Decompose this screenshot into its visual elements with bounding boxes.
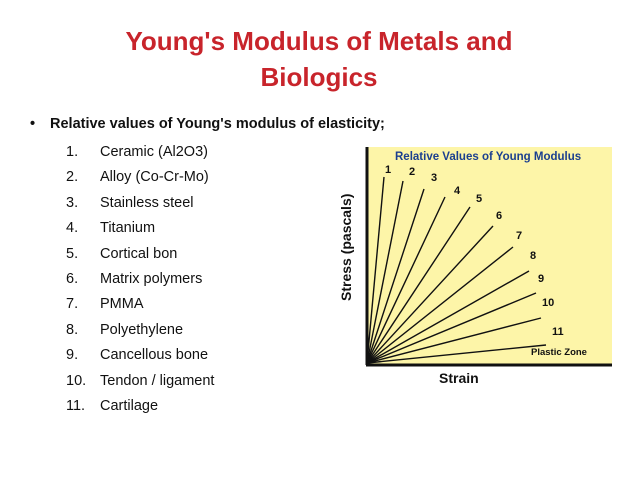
y-axis-label: Stress (pascals) [338,194,354,301]
modulus-line-6 [366,225,494,364]
list-item: 6. Matrix polymers [66,267,214,292]
modulus-line-2 [366,180,404,364]
list-item: 11. Cartilage [66,394,214,419]
list-item: 7. PMMA [66,292,214,317]
bullet-text: Relative values of Young's modulus of el… [50,116,385,132]
item-label: Alloy (Co-Cr-Mo) [100,169,209,186]
list-item: 10. Tendon / ligament [66,369,214,394]
modulus-line-8 [366,270,530,364]
figure-title: Relative Values of Young Modulus [395,151,581,163]
line-label-6: 6 [496,210,502,222]
item-label: Cancellous bone [100,347,209,364]
item-number: 7. [66,296,79,313]
item-label: Cartilage [100,397,159,414]
item-number: 4. [66,220,79,237]
line-label-3: 3 [431,172,437,184]
line-label-7: 7 [516,230,522,242]
list-item: 4. Titanium [66,216,214,241]
material-list: 1. Ceramic (Al2O3) 2. Alloy (Co-Cr-Mo) 3. S… [66,140,214,419]
modulus-line-10 [366,317,542,364]
bullet-dot: • [30,116,36,132]
list-item: 5. Cortical bon [66,242,214,267]
modulus-line-11 [366,344,547,364]
line-label-5: 5 [476,193,482,205]
item-number: 10. [66,372,87,389]
modulus-line-7 [366,246,514,364]
item-label: PMMA [100,296,144,313]
item-label: Ceramic (Al2O3) [100,144,208,160]
item-number: 3. [66,194,79,211]
line-labels: 1 2 3 4 5 6 789 10 11 [385,164,564,338]
line-label-4: 4 [454,185,461,197]
item-number: 6. [66,270,79,287]
modulus-line-5 [366,206,471,364]
list-item: 3. Stainless steel [66,191,214,216]
list-item: 2. Alloy (Co-Cr-Mo) [66,165,214,190]
line-label-11: 11 [552,326,564,338]
modulus-line-9 [366,292,537,364]
item-label: Tendon / ligament [100,372,215,389]
item-number: 2. [66,169,79,186]
item-label: Polyethylene [100,321,184,338]
item-number: 1. [66,144,79,160]
list-item: 1. Ceramic (Al2O3) [66,140,214,165]
item-label: Titanium [100,220,156,237]
modulus-figure: Relative Values of Young Modulus 1 2 3 4 5 6 7… [338,147,612,386]
item-number: 11. [66,397,86,414]
line-label-2: 2 [409,166,415,178]
item-number: 9. [66,347,79,364]
list-item: 9. Cancellous bone [66,343,214,368]
modulus-line-3 [366,188,425,364]
title-line-2: Biologics [260,62,378,92]
title-line-1: Young's Modulus of Metals and [125,26,513,56]
modulus-line-1 [366,176,385,364]
item-label: Cortical bon [100,245,178,262]
bullet-intro: • Relative values of Young's modulus of e… [30,116,385,132]
line-label-8: 8 [530,250,536,262]
modulus-line-4 [366,196,446,364]
modulus-lines [366,176,547,364]
item-number: 8. [66,321,79,338]
item-label: Matrix polymers [100,270,203,287]
line-label-1: 1 [385,164,391,176]
item-label: Stainless steel [100,194,194,211]
figure-panel [366,147,612,365]
item-number: 5. [66,245,79,262]
list-item: 8. Polyethylene [66,318,214,343]
x-axis-label: Strain [439,370,479,386]
line-label-9: 9 [538,273,544,285]
line-label-10: 10 [542,297,554,309]
plastic-zone-label: Plastic Zone [531,347,587,358]
slide-title: Young's Modulus of Metals and Biologics [60,23,578,95]
